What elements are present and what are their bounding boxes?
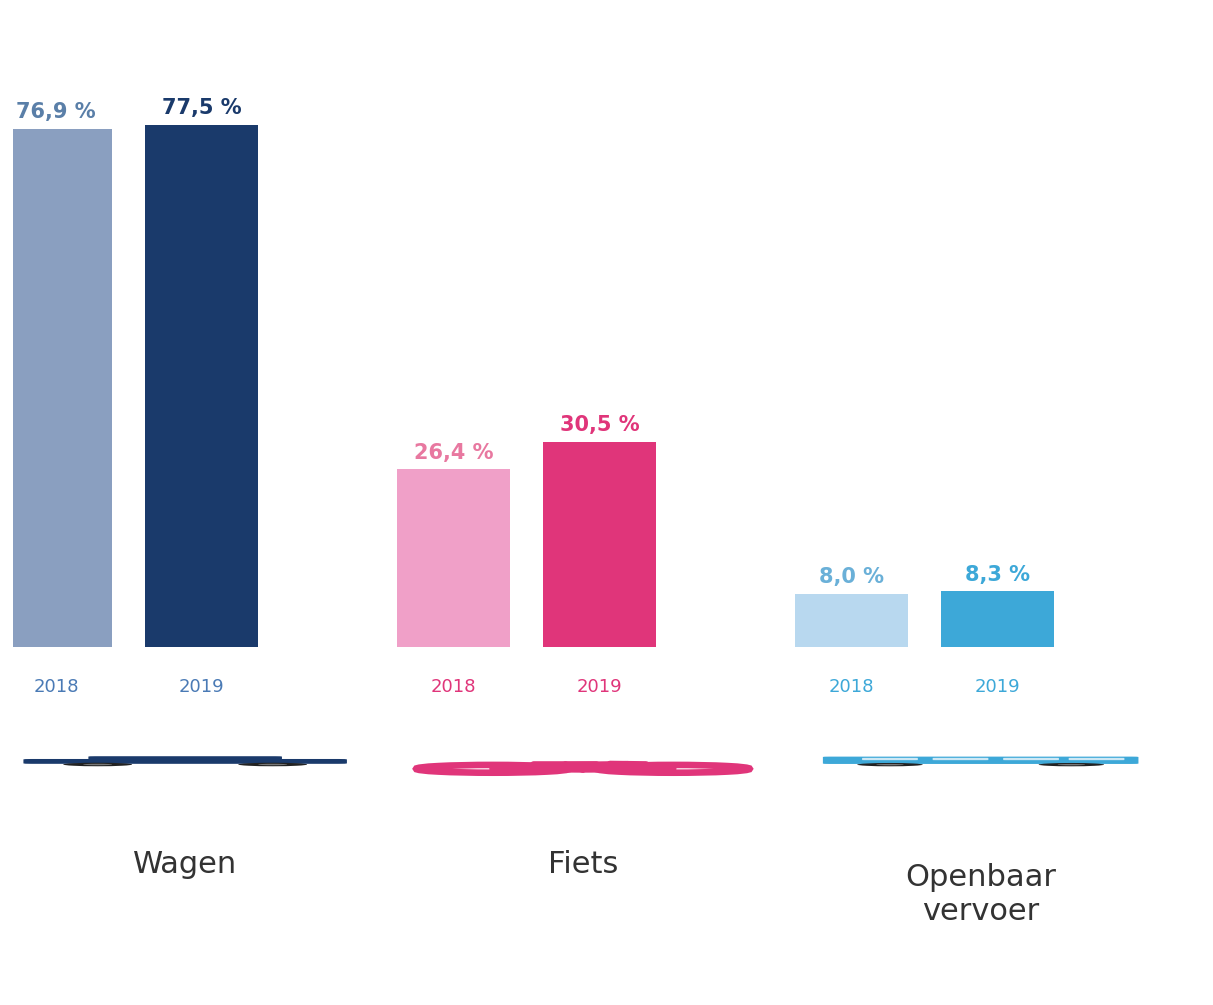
Bar <box>398 469 509 647</box>
Bar <box>146 125 258 647</box>
Text: 77,5 %: 77,5 % <box>161 98 241 119</box>
FancyBboxPatch shape <box>1003 758 1059 760</box>
Text: 8,3 %: 8,3 % <box>964 565 1030 585</box>
Text: 2018: 2018 <box>828 677 875 695</box>
Text: 2019: 2019 <box>576 677 622 695</box>
Circle shape <box>876 764 904 766</box>
Text: 2019: 2019 <box>974 677 1020 695</box>
Text: 30,5 %: 30,5 % <box>559 415 639 435</box>
Text: 2019: 2019 <box>180 677 224 695</box>
Text: 26,4 %: 26,4 % <box>414 443 494 462</box>
Text: Fiets: Fiets <box>548 849 619 878</box>
Text: 8,0 %: 8,0 % <box>819 567 884 587</box>
Circle shape <box>1058 764 1086 766</box>
Bar <box>543 442 656 647</box>
Circle shape <box>63 763 132 766</box>
Circle shape <box>238 763 307 766</box>
Text: Openbaar
vervoer: Openbaar vervoer <box>905 863 1057 926</box>
FancyBboxPatch shape <box>1069 758 1124 760</box>
FancyBboxPatch shape <box>933 758 989 760</box>
FancyBboxPatch shape <box>23 759 347 764</box>
Bar <box>941 592 1054 647</box>
FancyBboxPatch shape <box>862 758 918 760</box>
Bar <box>795 594 907 647</box>
FancyBboxPatch shape <box>89 756 281 760</box>
Text: 2018: 2018 <box>431 677 477 695</box>
Text: 2018: 2018 <box>33 677 79 695</box>
Circle shape <box>82 764 113 765</box>
Circle shape <box>258 764 287 765</box>
Text: 76,9 %: 76,9 % <box>16 103 96 123</box>
Bar <box>0 129 113 647</box>
Text: Wagen: Wagen <box>133 849 238 878</box>
Circle shape <box>1038 763 1104 766</box>
FancyBboxPatch shape <box>822 757 1139 764</box>
Circle shape <box>858 763 923 766</box>
